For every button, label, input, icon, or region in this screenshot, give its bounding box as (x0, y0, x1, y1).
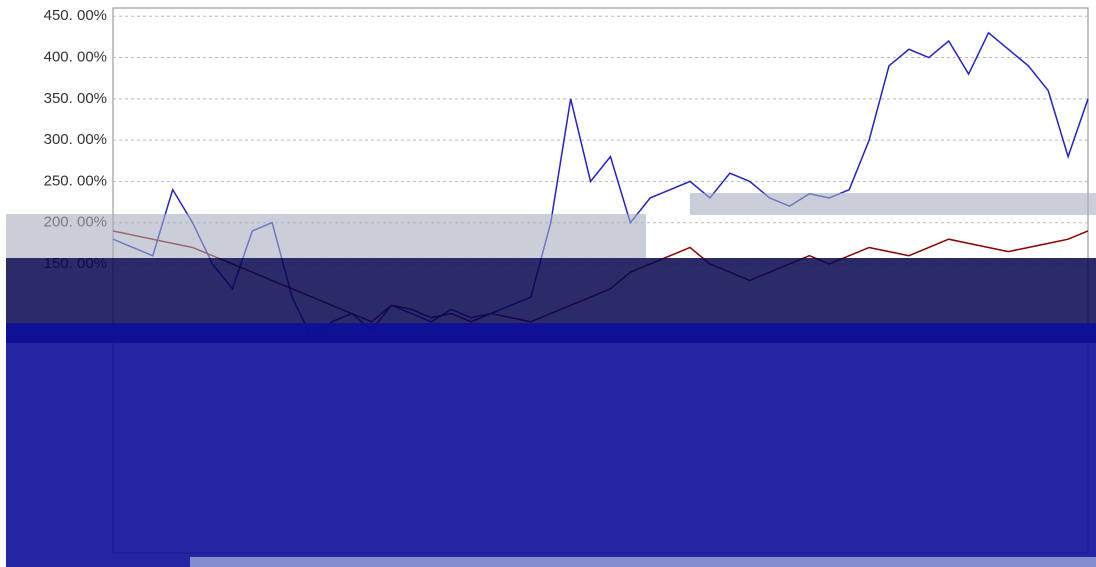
glitch-band (6, 214, 646, 258)
glitch-band (6, 323, 1096, 567)
glitch-band (690, 193, 1096, 215)
glitch-band (190, 557, 1096, 567)
y-tick-label: 350. 00% (44, 90, 107, 107)
corruption (6, 193, 1096, 567)
y-tick-label: 300. 00% (44, 131, 107, 148)
y-tick-label: 450. 00% (44, 7, 107, 24)
y-tick-label: 400. 00% (44, 49, 107, 66)
y-tick-label: 250. 00% (44, 172, 107, 189)
